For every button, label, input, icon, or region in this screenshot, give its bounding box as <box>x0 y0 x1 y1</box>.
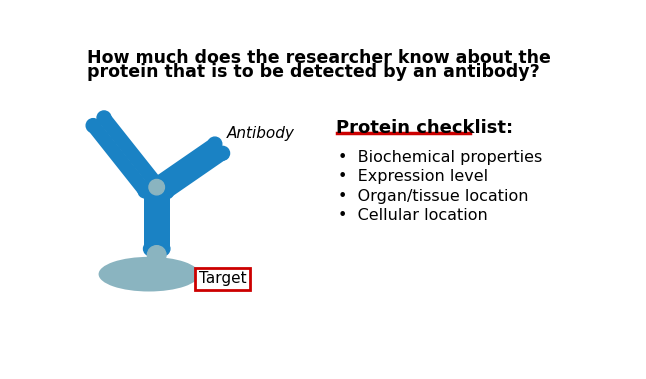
Circle shape <box>156 180 170 194</box>
Circle shape <box>208 137 222 151</box>
Polygon shape <box>155 138 219 188</box>
Polygon shape <box>163 147 227 197</box>
Circle shape <box>152 175 166 190</box>
Circle shape <box>149 176 163 190</box>
Text: •  Organ/tissue location: • Organ/tissue location <box>338 189 528 204</box>
Text: •  Cellular location: • Cellular location <box>338 208 488 223</box>
Polygon shape <box>88 121 151 195</box>
Polygon shape <box>156 187 170 249</box>
Polygon shape <box>143 187 158 249</box>
Circle shape <box>149 180 165 195</box>
Text: Target: Target <box>199 271 246 286</box>
Text: Protein checklist:: Protein checklist: <box>337 119 514 138</box>
FancyBboxPatch shape <box>196 268 250 290</box>
Text: protein that is to be detected by an antibody?: protein that is to be detected by an ant… <box>87 63 539 81</box>
Circle shape <box>143 180 158 194</box>
Circle shape <box>97 111 111 125</box>
Circle shape <box>86 119 100 133</box>
Circle shape <box>216 146 229 160</box>
Text: How much does the researcher know about the: How much does the researcher know about … <box>87 49 551 67</box>
Circle shape <box>147 246 166 264</box>
Text: Antibody: Antibody <box>227 126 295 141</box>
Text: •  Biochemical properties: • Biochemical properties <box>338 150 542 165</box>
Text: •  Expression level: • Expression level <box>338 169 488 185</box>
Circle shape <box>138 184 152 198</box>
Circle shape <box>143 242 158 256</box>
Circle shape <box>156 242 170 256</box>
Polygon shape <box>99 114 162 188</box>
Circle shape <box>160 185 174 199</box>
Ellipse shape <box>99 257 200 291</box>
